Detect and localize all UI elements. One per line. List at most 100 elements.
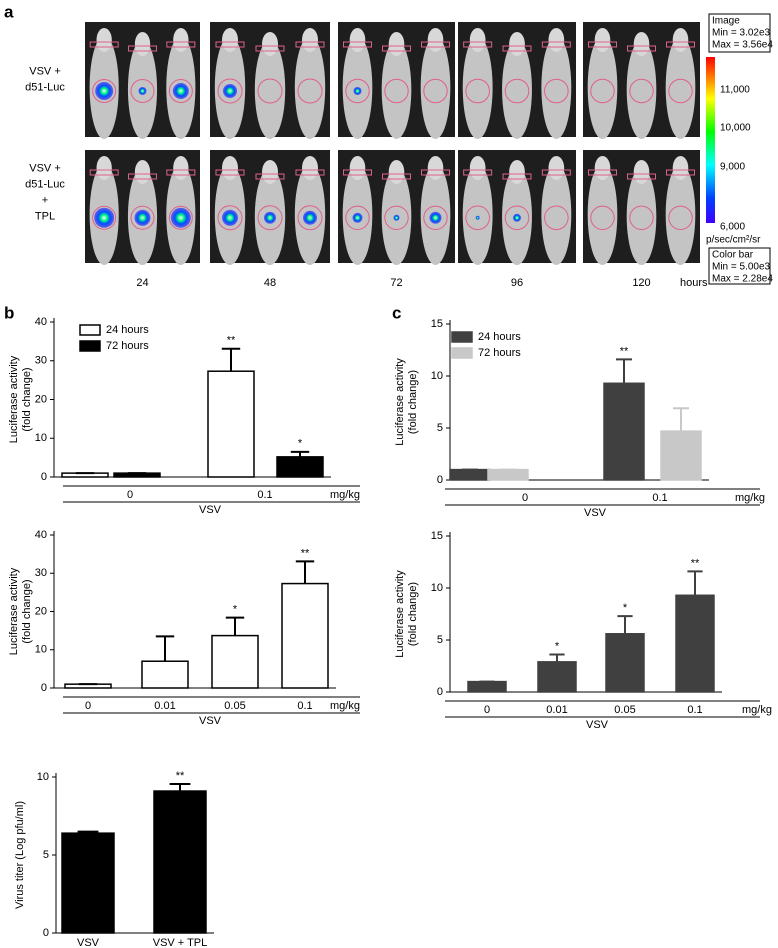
roi [297, 205, 323, 231]
image-box [708, 13, 771, 53]
roi-label [666, 41, 695, 48]
roi [465, 78, 490, 104]
error-bar [221, 347, 241, 372]
roi [423, 78, 448, 104]
roi [384, 78, 409, 104]
y-tick-label: 10 [431, 370, 443, 382]
signal [429, 211, 442, 224]
group-label: VSV [586, 719, 609, 731]
error-bar [225, 616, 245, 636]
mouse-head [388, 32, 405, 56]
roi-label [382, 45, 411, 52]
signal [475, 215, 480, 220]
significance: ** [301, 547, 310, 559]
signal [393, 214, 400, 221]
bar [141, 660, 189, 689]
roi-label [215, 41, 245, 48]
legend-label: 72 hours [106, 340, 149, 352]
roi-label [382, 173, 411, 180]
roi-label [89, 169, 119, 176]
mouse [462, 36, 493, 139]
signal [172, 83, 189, 99]
y-tick-label: 5 [43, 849, 49, 861]
significance: * [555, 640, 560, 652]
roi [544, 78, 569, 104]
mouse [587, 164, 618, 265]
roi [590, 78, 615, 104]
mouse-head [672, 156, 689, 180]
y-tick-label: 5 [437, 422, 443, 434]
bar [153, 790, 207, 934]
mouse-head [469, 156, 486, 180]
row-label: VSV + [29, 162, 61, 174]
roi-label [128, 173, 157, 180]
y-axis-label: Luciferase activity [394, 358, 406, 446]
roi [423, 205, 448, 231]
image-box-text: Image [712, 16, 740, 27]
significance: ** [176, 770, 185, 782]
y-tick-label: 0 [41, 471, 47, 483]
mouse-head [469, 28, 486, 52]
signal [138, 87, 147, 95]
error-bar [687, 570, 703, 596]
y-axis-label: (fold change) [407, 582, 419, 646]
signal [223, 84, 237, 98]
mouse-head [633, 160, 650, 184]
roi [92, 79, 117, 103]
x-unit: mg/kg [330, 700, 360, 712]
x-tick-label: 0 [484, 704, 490, 716]
roi-label [343, 169, 372, 176]
mouse [420, 36, 451, 139]
mouse-head [134, 32, 151, 56]
row-label: d51-Luc [25, 178, 65, 190]
signal [94, 207, 115, 228]
roi-label [421, 169, 450, 176]
x-tick-label: 0 [85, 700, 91, 712]
x-tick-label: 0.05 [224, 700, 245, 712]
y-tick-label: 30 [35, 567, 47, 579]
roi [590, 205, 615, 231]
x-tick-label: 0.01 [546, 704, 567, 716]
row-label: VSV + [29, 65, 61, 77]
mouse-head [594, 156, 611, 180]
roi [257, 78, 283, 104]
roi [92, 205, 117, 230]
x-tick-label: VSV [77, 937, 100, 948]
error-bar [673, 407, 689, 432]
roi [668, 78, 693, 104]
roi [504, 205, 530, 231]
time-unit: hours [680, 277, 708, 289]
mouse-head [222, 156, 238, 180]
roi [504, 78, 530, 104]
signal [353, 87, 362, 95]
x-tick-label: 0.1 [297, 700, 312, 712]
y-axis-label: Luciferase activity [394, 570, 406, 658]
roi [130, 79, 155, 103]
roi-label [343, 41, 372, 48]
signal [222, 209, 238, 226]
error-bar [169, 783, 191, 792]
roi-label [502, 45, 532, 52]
x-unit: mg/kg [330, 489, 360, 501]
roi [168, 79, 193, 103]
y-tick-label: 10 [37, 771, 49, 783]
mouse-head [427, 156, 444, 180]
roi [629, 205, 654, 231]
error-bar [295, 560, 315, 584]
legend-label: 24 hours [106, 324, 149, 336]
bar [61, 832, 115, 934]
bar [467, 680, 507, 693]
significance: * [623, 602, 628, 614]
panel-label: c [392, 303, 401, 322]
image-box-text: Max = 3.56e4 [712, 40, 773, 51]
roi [384, 205, 409, 231]
mouse-head [594, 28, 611, 52]
colorbar-box [708, 247, 771, 285]
mouse [587, 36, 618, 139]
y-tick-label: 30 [35, 355, 47, 367]
mouse [665, 164, 696, 265]
y-tick-label: 10 [35, 644, 47, 656]
x-tick-label: 0.1 [687, 704, 702, 716]
mouse [502, 40, 532, 139]
